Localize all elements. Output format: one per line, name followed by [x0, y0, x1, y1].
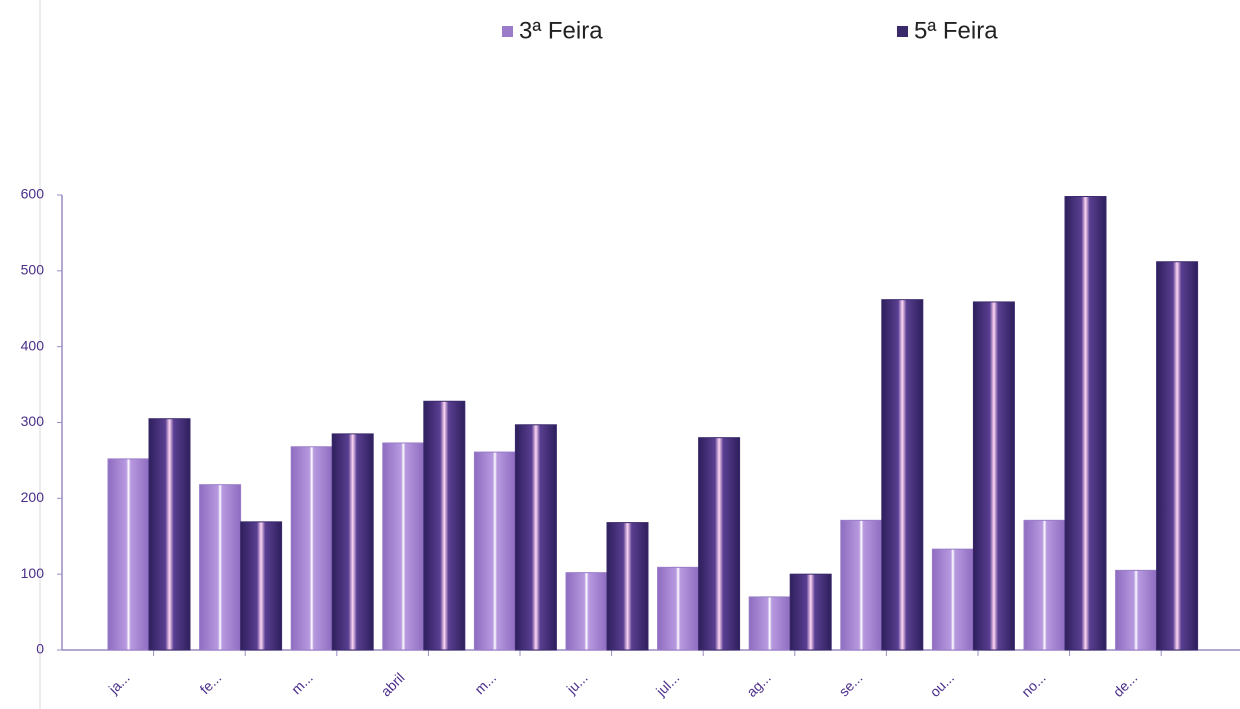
x-tick-label: ou... — [927, 669, 958, 700]
bar — [1115, 569, 1158, 651]
x-tick-label: ja... — [105, 669, 133, 697]
bar — [514, 424, 557, 651]
legend-label: 5ª Feira — [914, 17, 998, 44]
bar — [382, 442, 425, 651]
bar — [331, 433, 374, 651]
bar — [423, 400, 466, 651]
bar — [748, 596, 791, 651]
bar — [606, 522, 649, 651]
bar — [657, 566, 700, 651]
legend-label: 3ª Feira — [519, 17, 603, 44]
x-tick-label: abril — [378, 669, 408, 699]
bar — [881, 299, 924, 651]
y-tick-label: 500 — [21, 262, 45, 278]
x-tick-label: ag... — [743, 669, 774, 700]
x-tick-label: de... — [1110, 669, 1141, 700]
legend-swatch — [897, 26, 908, 37]
bar — [698, 437, 741, 651]
bar — [1156, 261, 1199, 651]
x-tick-label: jul... — [652, 669, 682, 699]
bar — [840, 519, 883, 651]
y-tick-label: 100 — [21, 565, 45, 581]
x-tick-label: no... — [1018, 669, 1049, 700]
x-tick-label: m... — [471, 669, 499, 697]
y-tick-label: 200 — [21, 489, 45, 505]
bar — [148, 418, 191, 651]
bar — [473, 451, 516, 651]
x-tick-label: fe... — [197, 669, 225, 697]
x-tick-label: ju... — [563, 669, 591, 697]
legend-swatch — [502, 26, 513, 37]
bar — [972, 301, 1015, 651]
x-tick-label: m... — [288, 669, 316, 697]
y-tick-label: 400 — [21, 337, 45, 353]
y-tick-label: 600 — [21, 186, 45, 202]
y-tick-label: 0 — [36, 641, 44, 657]
bar — [931, 548, 974, 651]
x-tick-label: se... — [836, 669, 866, 699]
bar — [565, 572, 608, 651]
bar — [240, 521, 283, 651]
bar — [107, 458, 150, 651]
bar — [199, 484, 242, 651]
bar — [1064, 196, 1107, 651]
bar — [290, 446, 333, 651]
bar — [1023, 519, 1066, 651]
y-tick-label: 300 — [21, 413, 45, 429]
bar — [789, 573, 832, 651]
